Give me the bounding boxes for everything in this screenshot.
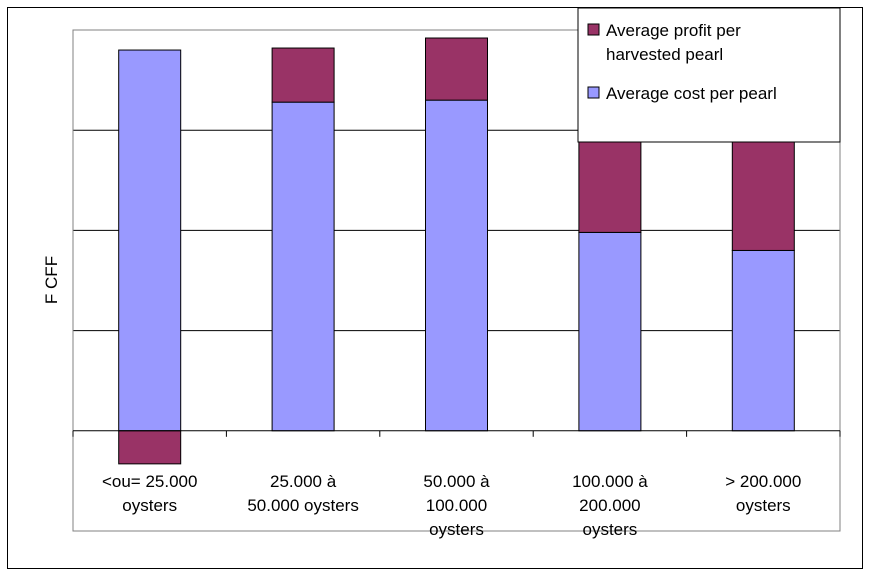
legend-label-line: harvested pearl	[606, 45, 723, 64]
bar-cost-4	[731, 249, 795, 432]
legend-label-1: Average cost per pearl	[606, 84, 777, 103]
bar-cost-2	[425, 99, 488, 432]
x-tick-label-line: > 200.000	[725, 472, 801, 491]
x-tick-label-1: 25.000 à 50.000 oysters	[247, 472, 359, 515]
x-axis-ticks	[72, 430, 841, 437]
legend-box	[577, 7, 841, 143]
x-tick-label-line: 100.000	[426, 496, 487, 515]
bars	[118, 37, 795, 465]
x-tick-label-line: 25.000 à	[270, 472, 337, 491]
bar-cost-1	[271, 101, 335, 432]
bar-cost-0	[118, 49, 182, 432]
legend: Average profit per harvested pearlAverage…	[577, 7, 841, 143]
x-tick-label-line: 50.000 oysters	[247, 496, 359, 515]
x-tick-label-line: oysters	[122, 496, 177, 515]
bar-profit-0	[118, 430, 182, 465]
x-tick-label-4: > 200.000 oysters	[725, 472, 801, 515]
legend-swatch-1	[587, 86, 600, 99]
bar-profit-1	[271, 47, 335, 103]
legend-swatch-0	[587, 23, 600, 36]
x-tick-label-line: <ou= 25.000	[102, 472, 197, 491]
legend-label-line: Average cost per pearl	[606, 84, 777, 103]
legend-label-0: Average profit per harvested pearl	[606, 21, 741, 64]
x-tick-label-line: oysters	[736, 496, 791, 515]
legend-label-line: Average profit per	[606, 21, 741, 40]
x-tick-label-line: oysters	[583, 520, 638, 539]
bar-cost-3	[578, 231, 642, 432]
y-axis-label: F CFF	[42, 256, 61, 304]
x-tick-label-line: 200.000	[579, 496, 640, 515]
x-tick-label-line: 100.000 à	[572, 472, 648, 491]
x-tick-label-line: 50.000 à	[423, 472, 490, 491]
x-tick-label-line: oysters	[429, 520, 484, 539]
x-tick-label-3: 100.000 à 200.000 oysters	[572, 472, 648, 539]
x-tick-label-2: 50.000 à 100.000 oysters	[423, 472, 490, 539]
x-tick-label-0: <ou= 25.000 oysters	[102, 472, 197, 515]
bar-profit-2	[425, 37, 488, 101]
x-axis-tick-labels: <ou= 25.000 oysters 25.000 à 50.000 oysters…	[102, 472, 801, 539]
plot-area	[72, 29, 841, 532]
